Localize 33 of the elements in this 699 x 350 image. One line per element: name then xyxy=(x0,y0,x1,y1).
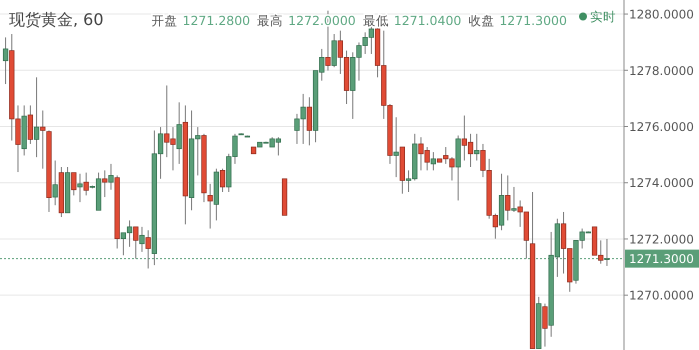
annotation: 开盘 1271.2800 xyxy=(152,13,250,28)
y-tick-label: 1274.0000 xyxy=(629,176,694,190)
candlestick xyxy=(52,160,58,206)
candlestick xyxy=(133,226,138,260)
candlestick xyxy=(146,230,151,269)
ref-line-label: 1271.3000 xyxy=(629,252,694,266)
candlestick xyxy=(542,303,548,348)
candlestick xyxy=(2,36,8,85)
candlestick xyxy=(208,183,213,230)
annotation: 收盘 1271.3000 xyxy=(468,13,568,28)
candlestick xyxy=(40,110,46,170)
candlestick xyxy=(511,186,517,212)
candlestick xyxy=(84,172,89,196)
y-tick-label: 1276.0000 xyxy=(629,120,694,134)
y-tick-label: 1278.0000 xyxy=(629,64,694,78)
annotation: 最低 1271.0400 xyxy=(362,13,462,28)
candlestick xyxy=(102,170,108,198)
candlestick xyxy=(139,226,145,252)
candlestick xyxy=(474,133,480,162)
candlestick xyxy=(108,163,114,190)
candlestick xyxy=(394,116,399,178)
candlestick xyxy=(77,173,83,203)
y-tick-label: 1270.0000 xyxy=(629,288,694,303)
candlestick xyxy=(430,152,436,171)
y-tick-label: 1272.0000 xyxy=(629,232,694,246)
candlestick xyxy=(34,76,40,158)
candlestick xyxy=(220,168,226,193)
annotation: 实时 xyxy=(590,9,616,24)
candlestick xyxy=(71,172,76,196)
candlestick xyxy=(505,174,510,221)
y-tick-label: 1280.0000 xyxy=(629,8,694,22)
text: 现货黄金, 60 xyxy=(9,10,104,29)
candlestick xyxy=(306,96,312,146)
